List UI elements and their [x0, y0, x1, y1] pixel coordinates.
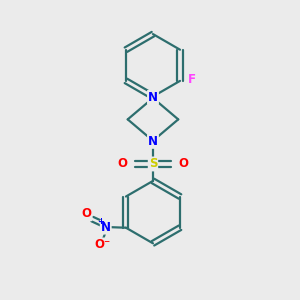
Text: O⁻: O⁻ [94, 238, 111, 251]
Text: O: O [81, 207, 92, 220]
Text: N: N [101, 220, 111, 234]
Text: O: O [179, 158, 189, 170]
Text: F: F [188, 73, 196, 86]
Text: O: O [117, 158, 127, 170]
Text: S: S [149, 158, 157, 170]
Text: +: + [97, 217, 104, 226]
Text: N: N [148, 135, 158, 148]
Text: N: N [148, 91, 158, 104]
